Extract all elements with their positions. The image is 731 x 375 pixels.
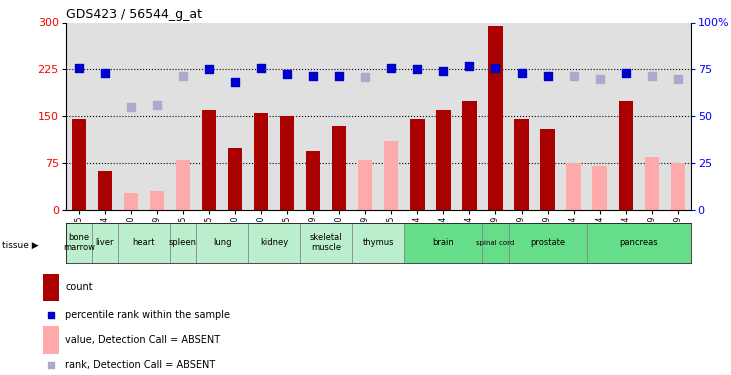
Bar <box>586 223 691 262</box>
Text: heart: heart <box>132 238 155 248</box>
Bar <box>488 26 503 210</box>
Bar <box>482 223 509 262</box>
Bar <box>645 157 659 210</box>
Text: spleen: spleen <box>169 238 197 248</box>
Bar <box>515 119 529 210</box>
Bar <box>404 223 482 262</box>
Bar <box>670 163 685 210</box>
Bar <box>280 116 295 210</box>
Point <box>568 73 580 79</box>
Point <box>255 64 267 70</box>
Text: count: count <box>65 282 93 292</box>
Text: kidney: kidney <box>260 238 288 248</box>
Point <box>360 74 371 80</box>
Point <box>463 63 475 69</box>
Bar <box>352 223 404 262</box>
Bar <box>124 192 138 210</box>
Bar <box>43 274 58 301</box>
Text: thymus: thymus <box>363 238 394 248</box>
Point <box>203 66 215 72</box>
Bar <box>98 171 112 210</box>
Text: bone
marrow: bone marrow <box>63 234 95 252</box>
Point <box>45 362 57 368</box>
Bar <box>618 100 633 210</box>
Text: GDS423 / 56544_g_at: GDS423 / 56544_g_at <box>66 8 202 21</box>
Bar <box>202 110 216 210</box>
Text: pancreas: pancreas <box>619 238 658 248</box>
Bar <box>196 223 248 262</box>
Bar <box>176 160 190 210</box>
Text: rank, Detection Call = ABSENT: rank, Detection Call = ABSENT <box>65 360 216 370</box>
Bar <box>228 147 242 210</box>
Bar <box>436 110 450 210</box>
Bar <box>72 119 86 210</box>
Text: brain: brain <box>433 238 454 248</box>
Point <box>438 68 450 74</box>
Point <box>620 69 632 75</box>
Text: value, Detection Call = ABSENT: value, Detection Call = ABSENT <box>65 335 221 345</box>
Text: liver: liver <box>96 238 114 248</box>
Bar <box>358 160 372 210</box>
Bar <box>118 223 170 262</box>
Point <box>594 76 605 82</box>
Point <box>542 73 553 79</box>
Point <box>490 64 501 70</box>
Bar <box>332 126 346 210</box>
Point <box>672 76 683 82</box>
Point <box>99 69 110 75</box>
Point <box>515 69 527 75</box>
Bar <box>410 119 425 210</box>
Point <box>125 104 137 110</box>
Point <box>73 64 85 70</box>
Bar <box>593 166 607 210</box>
Text: skeletal
muscle: skeletal muscle <box>310 234 343 252</box>
Text: lung: lung <box>213 238 231 248</box>
Bar <box>43 326 58 354</box>
Bar <box>66 223 92 262</box>
Bar <box>567 163 580 210</box>
Text: tissue ▶: tissue ▶ <box>2 241 39 250</box>
Text: prostate: prostate <box>530 238 565 248</box>
Bar <box>248 223 300 262</box>
Bar <box>92 223 118 262</box>
Point <box>412 66 423 72</box>
Bar <box>509 223 586 262</box>
Text: spinal cord: spinal cord <box>477 240 515 246</box>
Point <box>281 71 293 77</box>
Bar <box>385 141 398 210</box>
Point <box>230 79 241 85</box>
Point <box>177 73 189 79</box>
Bar <box>300 223 352 262</box>
Point <box>333 73 345 79</box>
Point <box>45 312 57 318</box>
Text: percentile rank within the sample: percentile rank within the sample <box>65 310 230 320</box>
Bar <box>540 129 555 210</box>
Bar <box>254 113 268 210</box>
Point <box>646 73 658 79</box>
Bar <box>170 223 196 262</box>
Bar <box>462 100 477 210</box>
Point <box>307 73 319 79</box>
Point <box>385 64 397 70</box>
Bar <box>150 191 164 210</box>
Point <box>151 102 163 108</box>
Bar <box>306 151 320 210</box>
